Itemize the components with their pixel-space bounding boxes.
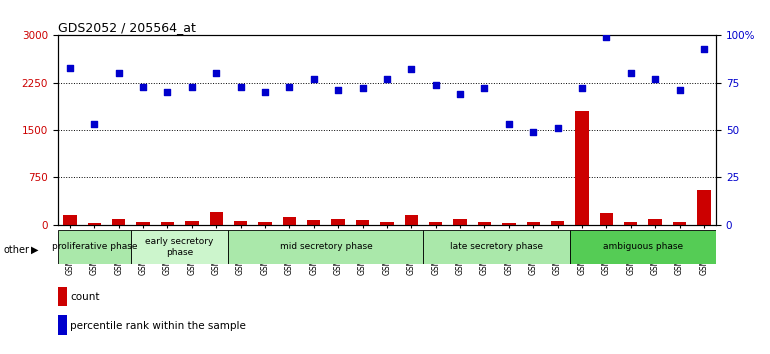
Point [430,82,442,87]
Point [576,86,588,91]
Bar [58,230,131,264]
Bar [283,217,296,225]
Text: mid secretory phase: mid secretory phase [280,242,373,251]
Text: late secretory phase: late secretory phase [450,242,543,251]
Point [551,125,564,131]
Point [601,34,613,40]
Point [283,84,296,89]
Point [307,76,320,82]
Point [88,121,100,127]
Point [454,91,466,97]
Bar [136,222,150,225]
Bar [331,219,345,225]
Bar [551,221,564,225]
Bar [258,222,272,225]
Point [357,86,369,91]
Bar [575,111,589,225]
Point [259,89,271,95]
Point [161,89,173,95]
Bar [356,220,370,225]
Bar [209,212,223,225]
Point [112,70,125,76]
Bar [131,230,229,264]
Bar [63,215,77,225]
Point [137,84,149,89]
Bar [697,190,711,225]
Bar [185,221,199,225]
Bar [424,230,570,264]
Bar [229,230,424,264]
Bar [600,213,613,225]
Point [478,86,490,91]
Text: proliferative phase: proliferative phase [52,242,137,251]
Bar [429,222,443,225]
Point [649,76,661,82]
Bar [648,219,662,225]
Point [380,76,393,82]
Bar [112,219,126,225]
Bar [234,221,247,225]
Point [673,87,685,93]
Point [64,65,76,70]
Point [332,87,344,93]
Text: ambiguous phase: ambiguous phase [603,242,683,251]
Text: percentile rank within the sample: percentile rank within the sample [70,321,246,331]
Text: other: other [4,245,30,255]
Bar [380,222,393,225]
Point [210,70,223,76]
Bar [404,215,418,225]
Point [503,121,515,127]
Bar [307,220,320,225]
Bar [161,222,174,225]
Text: ▶: ▶ [31,245,38,255]
Text: GDS2052 / 205564_at: GDS2052 / 205564_at [58,21,196,34]
Point [186,84,198,89]
Point [698,46,710,51]
Bar [88,223,101,225]
Bar [570,230,716,264]
Point [624,70,637,76]
Point [405,67,417,72]
Bar [624,222,638,225]
Bar [477,222,491,225]
Point [527,129,539,135]
Text: early secretory
phase: early secretory phase [146,237,214,257]
Bar [502,223,516,225]
Bar [527,222,540,225]
Text: count: count [70,292,99,302]
Bar [673,222,686,225]
Bar [454,219,467,225]
Point [234,84,246,89]
